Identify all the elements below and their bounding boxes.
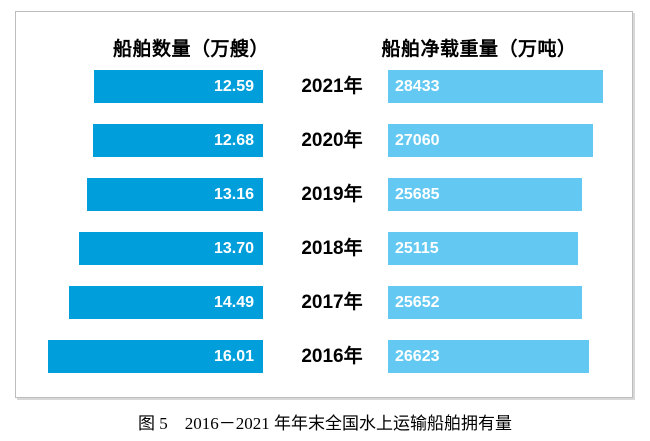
right-bar-2020年: 27060 bbox=[388, 124, 593, 157]
right-value-label: 26623 bbox=[395, 347, 440, 365]
left-bar-2018年: 13.70 bbox=[79, 232, 263, 265]
left-value-label: 13.70 bbox=[213, 239, 254, 257]
left-value-label: 12.59 bbox=[213, 77, 254, 95]
right-value-label: 25652 bbox=[395, 293, 440, 311]
right-value-label: 25685 bbox=[395, 185, 440, 203]
year-label-2019年: 2019年 bbox=[301, 184, 363, 205]
year-label-2021年: 2021年 bbox=[301, 76, 363, 97]
right-bar-2016年: 26623 bbox=[388, 340, 589, 373]
left-value-label: 12.68 bbox=[213, 131, 254, 149]
figure-caption: 图 5 2016－2021 年年末全国水上运输船舶拥有量 bbox=[138, 414, 512, 433]
right-value-label: 27060 bbox=[395, 131, 440, 149]
right-bar-2017年: 25652 bbox=[388, 286, 582, 319]
left-column-title: 船舶数量（万艘） bbox=[112, 39, 270, 60]
right-value-label: 28433 bbox=[395, 77, 440, 95]
left-bar-2019年: 13.16 bbox=[87, 178, 263, 211]
left-bar-2020年: 12.68 bbox=[93, 124, 263, 157]
left-bar-2021年: 12.59 bbox=[94, 70, 263, 103]
left-bar-2016年: 16.01 bbox=[48, 340, 263, 373]
year-label-2018年: 2018年 bbox=[301, 238, 363, 259]
left-value-label: 13.16 bbox=[213, 185, 254, 203]
year-label-2016年: 2016年 bbox=[301, 346, 363, 367]
right-bar-2021年: 28433 bbox=[388, 70, 603, 103]
right-bar-2019年: 25685 bbox=[388, 178, 582, 211]
left-bar-2017年: 14.49 bbox=[69, 286, 263, 319]
right-bar-2018年: 25115 bbox=[388, 232, 578, 265]
right-value-label: 25115 bbox=[395, 239, 439, 257]
year-label-2020年: 2020年 bbox=[301, 130, 363, 151]
chart-frame: 船舶数量（万艘） 船舶净载重量（万吨） 12.59 2021年 28433 12.68… bbox=[15, 11, 633, 398]
left-value-label: 14.49 bbox=[213, 293, 254, 311]
left-value-label: 16.01 bbox=[213, 347, 254, 365]
right-column-title: 船舶净载重量（万吨） bbox=[381, 39, 577, 60]
year-label-2017年: 2017年 bbox=[301, 292, 363, 313]
